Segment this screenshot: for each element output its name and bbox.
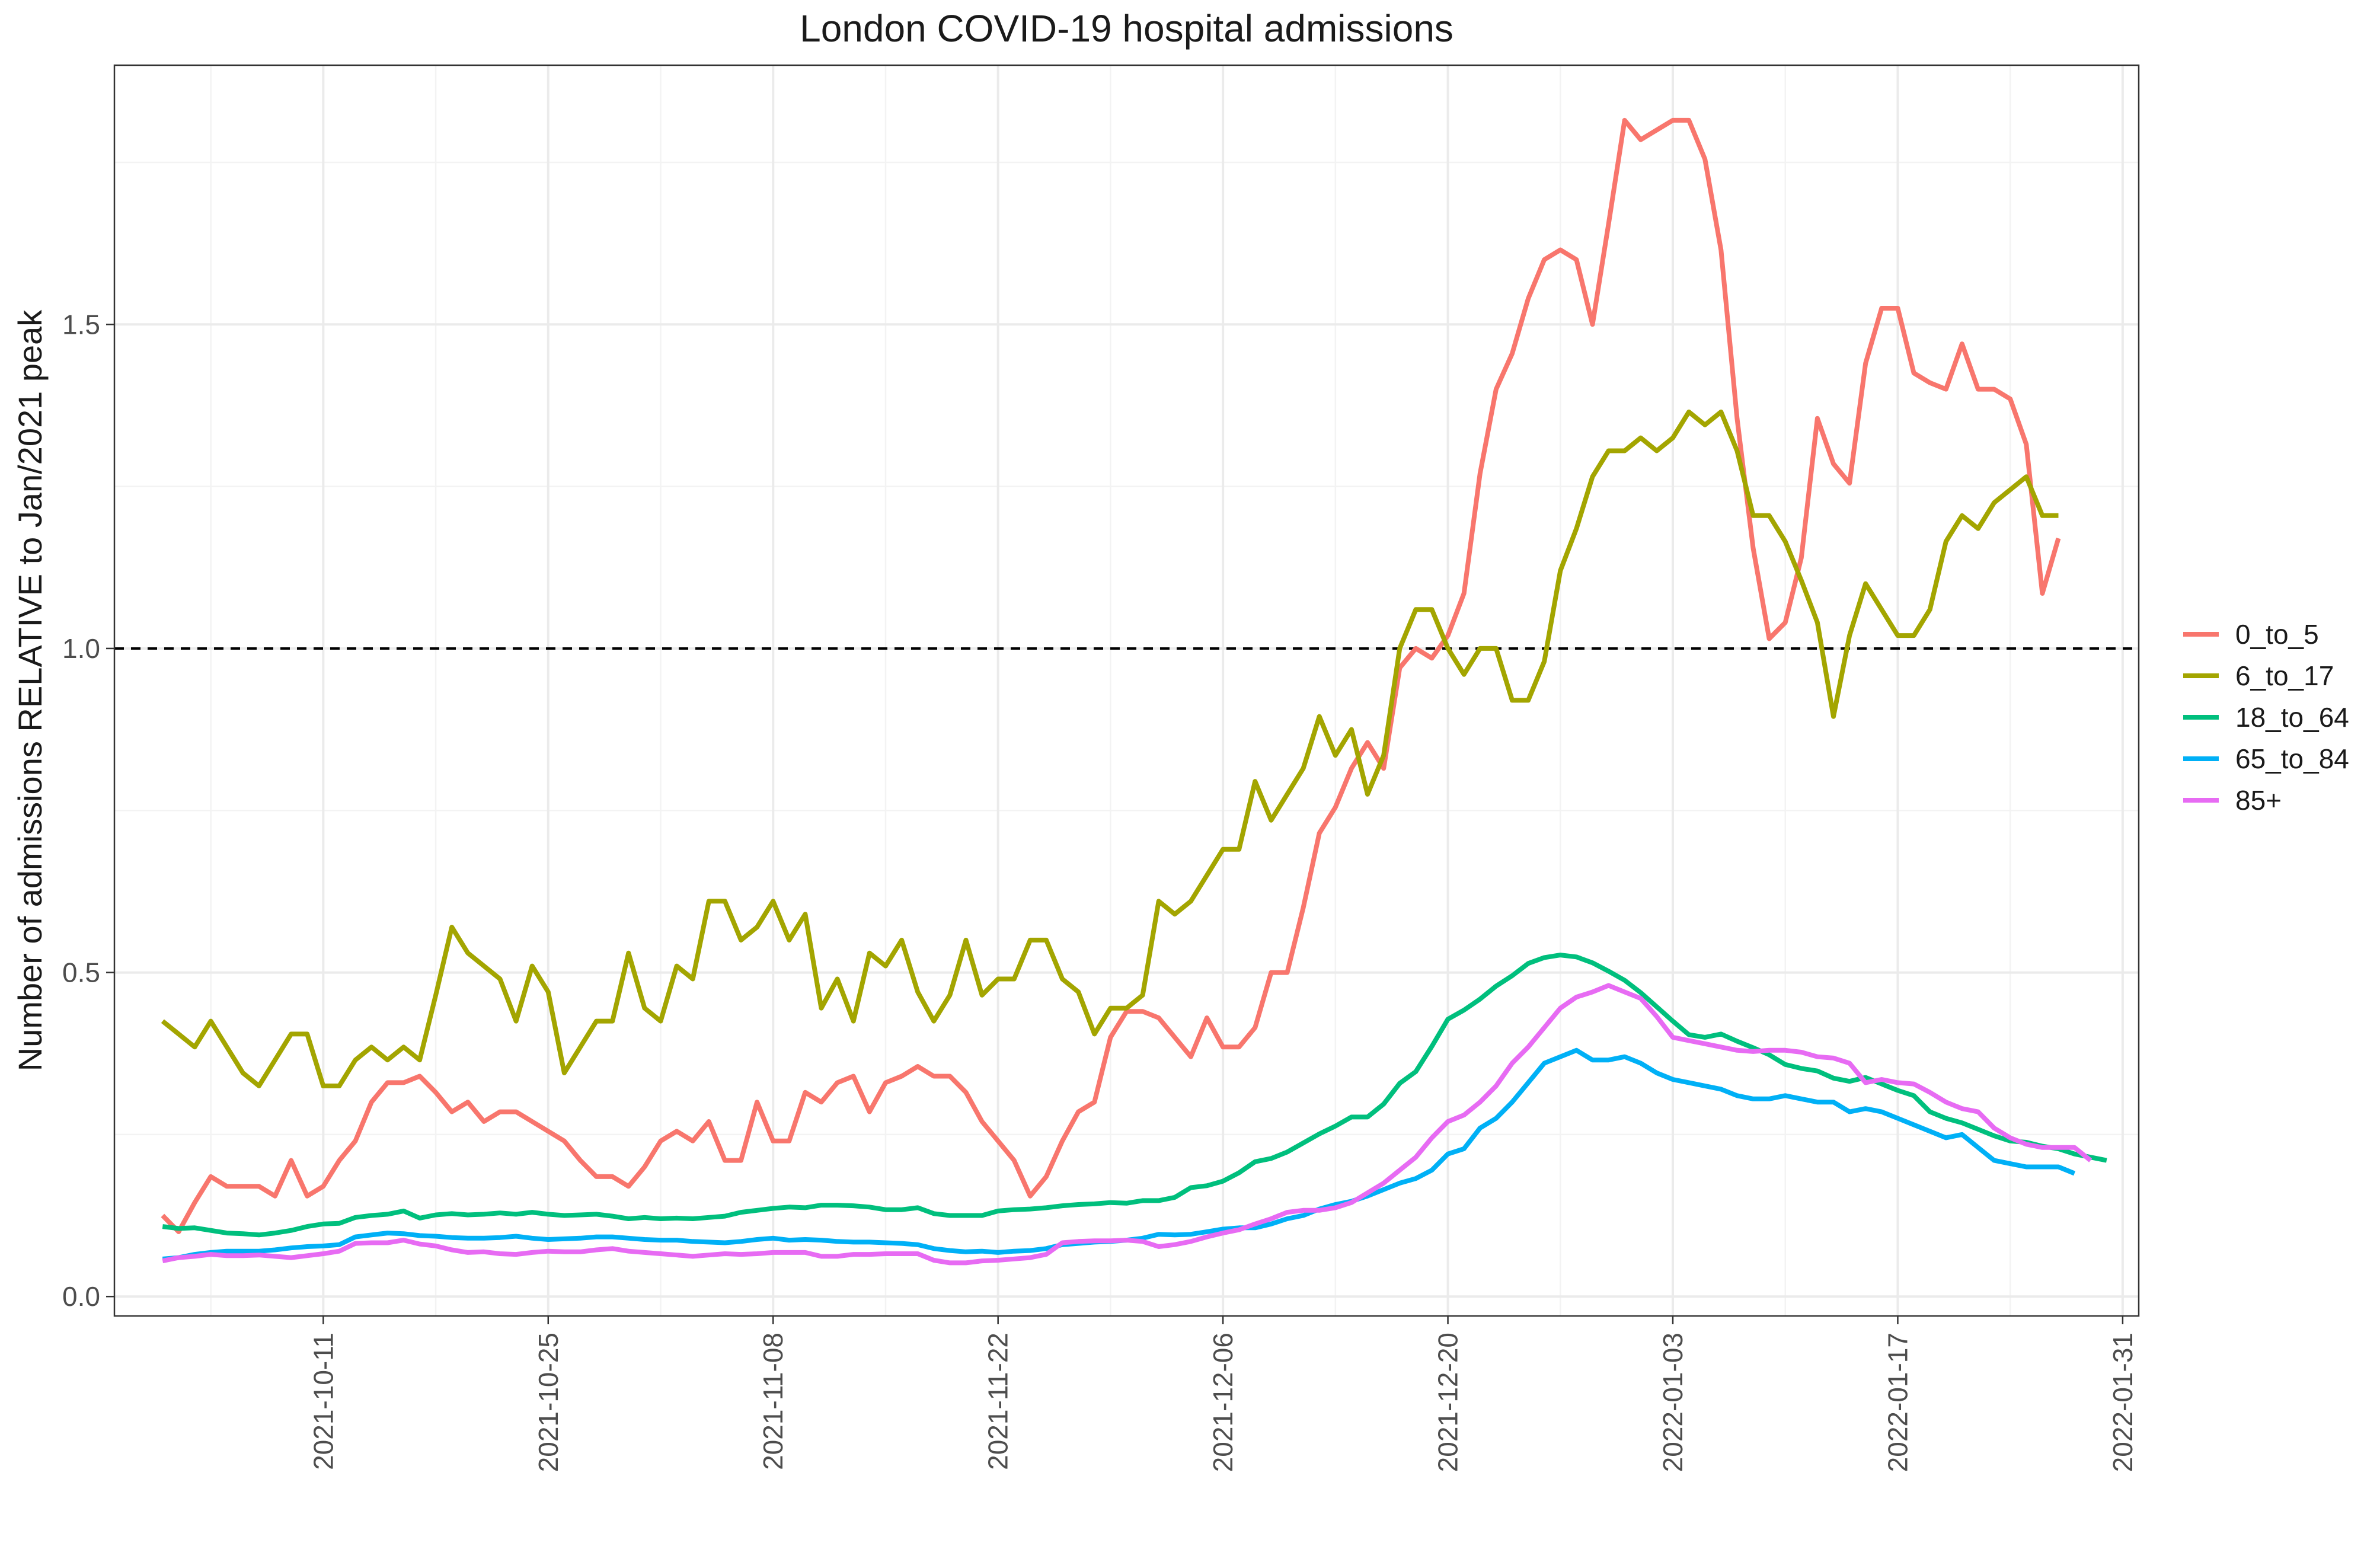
plot-panel-border	[113, 64, 2140, 1317]
series-line	[161, 409, 2059, 1088]
chart-title: London COVID-19 hospital admissions	[800, 7, 1453, 50]
legend: 0_to_5 6_to_17 18_to_64 65_to_84 85+	[2183, 619, 2349, 816]
y-tick-label: 0.0	[62, 1281, 100, 1312]
series-line	[162, 953, 2107, 1238]
y-axis: 0.0 0.5 1.0 1.5	[62, 309, 114, 1312]
y-tick-label: 1.0	[62, 633, 100, 664]
x-tick-label: 2021-12-20	[1433, 1333, 1464, 1472]
series-lines	[161, 117, 2107, 1266]
x-tick-label: 2021-11-08	[758, 1333, 788, 1470]
y-tick-label: 1.5	[62, 309, 100, 340]
legend-label: 0_to_5	[2235, 619, 2319, 650]
gridlines	[114, 65, 2139, 1316]
x-axis: 2021-10-11 2021-10-25 2021-11-08 2021-11-22…	[308, 1316, 2138, 1472]
series-line	[161, 117, 2061, 1234]
x-tick-label: 2021-10-25	[533, 1333, 564, 1472]
y-axis-title: Number of admissions RELATIVE to Jan/202…	[11, 309, 49, 1072]
legend-label: 65_to_84	[2235, 743, 2349, 774]
y-tick-label: 0.5	[62, 957, 100, 988]
legend-label: 6_to_17	[2235, 660, 2334, 691]
x-tick-label: 2022-01-31	[2107, 1333, 2138, 1472]
x-tick-label: 2021-11-22	[983, 1333, 1014, 1470]
series-line	[162, 983, 2093, 1266]
x-tick-label: 2021-10-11	[308, 1333, 338, 1470]
legend-label: 85+	[2235, 785, 2282, 816]
x-tick-label: 2022-01-17	[1882, 1333, 1913, 1472]
x-tick-label: 2022-01-03	[1657, 1333, 1688, 1472]
x-tick-label: 2021-12-06	[1207, 1333, 1238, 1472]
legend-label: 18_to_64	[2235, 702, 2349, 733]
